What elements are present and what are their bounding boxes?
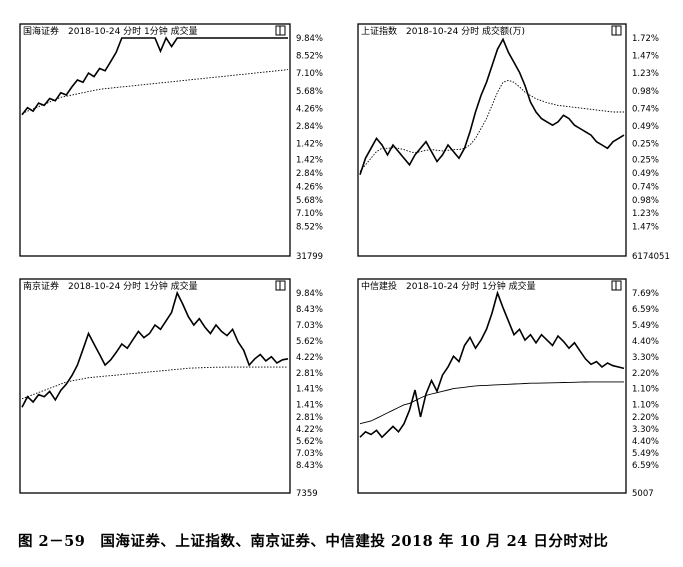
tick-label: 7.03% [296, 449, 323, 459]
tick-label: 5.68% [296, 196, 323, 206]
tick-label: 8.52% [296, 223, 323, 233]
tick-label: 1.47% [632, 223, 659, 233]
tick-label: 4.22% [296, 425, 323, 435]
tick-label: 4.22% [296, 353, 323, 363]
tick-label: 2.20% [632, 369, 659, 379]
tick-label: 5.68% [296, 87, 323, 97]
tick-label: 0.25% [632, 140, 659, 150]
price-line [21, 290, 289, 408]
plot-frame [357, 23, 627, 257]
tick-label: 3.30% [632, 353, 659, 363]
tick-label: 9.84% [296, 289, 323, 299]
tick-label: 1.23% [632, 69, 659, 79]
tick-label: 2.84% [296, 122, 323, 132]
average-line [359, 79, 624, 172]
tick-label: 5.49% [632, 321, 659, 331]
tick-label: 7.69% [632, 289, 659, 299]
panel-title: 南京证券 2018-10-24 分时 1分钟 成交量 [23, 280, 198, 292]
panel-title: 国海证券 2018-10-24 分时 1分钟 成交量 [23, 25, 198, 37]
price-line [359, 290, 625, 439]
tick-label: 4.26% [296, 182, 323, 192]
tick-label: 1.23% [632, 209, 659, 219]
panel-title: 上证指数 2018-10-24 分时 成交额(万) [361, 25, 525, 37]
average-line [21, 69, 289, 114]
tick-label: 1.47% [632, 52, 659, 62]
tick-label: 7.03% [296, 321, 323, 331]
plot-frame [19, 278, 291, 494]
tick-label: 2.81% [296, 369, 323, 379]
tick-label: 31799 [296, 252, 323, 262]
window-restore-icon [275, 280, 286, 291]
chart-panel-1: 国海证券 2018-10-24 分时 1分钟 成交量 9.84% 8.52% 7.10… [19, 23, 323, 262]
tick-label: 0.49% [632, 122, 659, 132]
tick-label: 5007 [632, 489, 654, 499]
tick-label: 0.49% [632, 169, 659, 179]
tick-label: 6174051 [632, 252, 670, 262]
figure-caption: 图 2－59 国海证券、上证指数、南京证券、中信建投 2018 年 10 月 2… [18, 533, 609, 550]
tick-label: 7359 [296, 489, 318, 499]
tick-label: 3.30% [632, 425, 659, 435]
window-restore-icon [275, 25, 286, 36]
tick-label: 1.42% [296, 140, 323, 150]
price-line [21, 36, 288, 116]
tick-label: 1.41% [296, 385, 323, 395]
tick-label: 0.98% [632, 87, 659, 97]
tick-label: 4.40% [632, 337, 659, 347]
tick-label: 6.59% [632, 461, 659, 471]
plot-frame [357, 278, 627, 494]
tick-label: 0.74% [632, 182, 659, 192]
tick-label: 4.26% [296, 104, 323, 114]
price-line [359, 37, 625, 175]
tick-label: 0.74% [632, 104, 659, 114]
chart-panel-2: 上证指数 2018-10-24 分时 成交额(万) 1.72% 1.47% 1.23%… [357, 23, 670, 262]
tick-label: 7.10% [296, 209, 323, 219]
tick-label: 8.43% [296, 461, 323, 471]
tick-label: 1.72% [632, 34, 659, 44]
tick-label: 0.25% [632, 156, 659, 166]
tick-label: 4.40% [632, 437, 659, 447]
tick-label: 9.84% [296, 34, 323, 44]
tick-label: 5.62% [296, 337, 323, 347]
panel-title: 中信建投 2018-10-24 分时 1分钟 成交量 [361, 280, 536, 292]
tick-label: 1.10% [632, 401, 659, 411]
tick-label: 7.10% [296, 69, 323, 79]
chart-panel-4: 中信建投 2018-10-24 分时 1分钟 成交量 7.69% 6.59% 5.49… [357, 278, 659, 499]
plot-frame [19, 23, 291, 257]
tick-label: 1.41% [296, 401, 323, 411]
tick-label: 0.98% [632, 196, 659, 206]
tick-label: 2.81% [296, 413, 323, 423]
window-restore-icon [611, 280, 622, 291]
average-line [359, 381, 624, 425]
tick-label: 1.42% [296, 156, 323, 166]
tick-label: 1.10% [632, 385, 659, 395]
chart-panel-3: 南京证券 2018-10-24 分时 1分钟 成交量 9.84% 8.43% 7.03… [19, 278, 323, 499]
tick-label: 8.43% [296, 305, 323, 315]
tick-label: 2.20% [632, 413, 659, 423]
average-line [21, 366, 288, 400]
tick-label: 5.62% [296, 437, 323, 447]
window-restore-icon [611, 25, 622, 36]
tick-label: 8.52% [296, 52, 323, 62]
tick-label: 6.59% [632, 305, 659, 315]
tick-label: 5.49% [632, 449, 659, 459]
tick-label: 2.84% [296, 169, 323, 179]
